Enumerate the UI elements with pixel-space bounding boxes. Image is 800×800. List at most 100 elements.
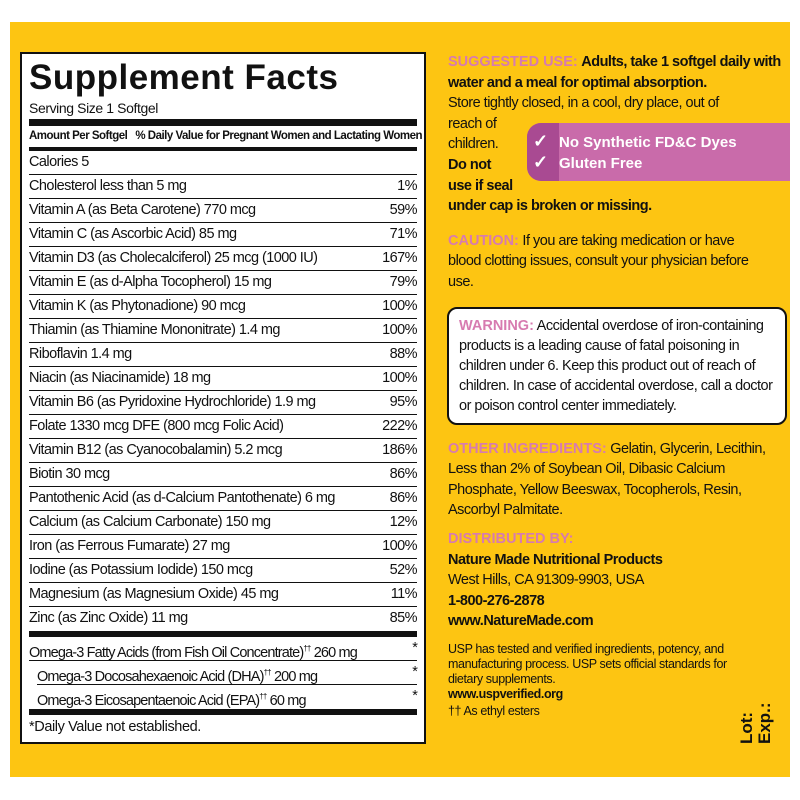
nutrient-row: Vitamin E (as d-Alpha Tocopherol) 15 mg 7… <box>29 271 418 295</box>
nutrient-row: Thiamin (as Thiamine Mononitrate) 1.4 mg… <box>29 319 418 343</box>
nutrient-dv: 11% <box>390 586 418 602</box>
omega-row: Omega-3 Fatty Acids (from Fish Oil Conce… <box>29 637 418 661</box>
nutrient-dv: 59% <box>389 202 418 218</box>
caution-text: If you are taking medication or have blo… <box>448 232 749 290</box>
usp-statement: USP has tested and verified ingredients,… <box>448 642 731 719</box>
usp-text: USP has tested and verified ingredients,… <box>448 641 727 686</box>
nutrient-name: Niacin (as Niacinamide) 18 mg <box>29 370 211 386</box>
nutrient-dv: 79% <box>389 274 418 290</box>
divider <box>29 119 417 126</box>
nutrient-dv: 52% <box>389 562 418 578</box>
storage-text: Store tightly closed, in a cool, dry pla… <box>448 95 719 112</box>
nutrient-row: Niacin (as Niacinamide) 18 mg 100% <box>29 367 418 391</box>
suggested-use-label: SUGGESTED USE: <box>448 54 578 70</box>
nutrient-dv: 100% <box>382 370 417 386</box>
claim-item: ✓ Gluten Free <box>533 152 642 174</box>
nutrient-name: Vitamin K (as Phytonadione) 90 mcg <box>29 298 246 314</box>
nutrient-dv: 86% <box>389 490 418 506</box>
nutrient-dv: 88% <box>389 346 418 362</box>
omega-amount: 260 mg <box>313 644 358 661</box>
warning-box: WARNING: Accidental overdose of iron-con… <box>447 306 787 425</box>
nutrient-dv: 71% <box>389 226 418 242</box>
storage-text-2: reach of <box>448 115 497 132</box>
nutrient-dv: 12% <box>389 514 418 530</box>
omega-dv: * <box>412 640 418 656</box>
phone: 1-800-276-2878 <box>448 592 545 609</box>
omega-amount: 60 mg <box>269 692 307 709</box>
nutrient-dv: 100% <box>382 538 417 554</box>
claim-text: No Synthetic FD&C Dyes <box>559 134 737 152</box>
website-link[interactable]: www.NatureMade.com <box>448 613 594 630</box>
calories-row: Calories 5 <box>29 151 417 175</box>
nutrient-row: Vitamin C (as Ascorbic Acid) 85 mg 71% <box>29 223 418 247</box>
check-icon: ✓ <box>533 152 549 173</box>
nutrient-row: Vitamin B12 (as Cyanocobalamin) 5.2 mcg 1… <box>29 439 418 463</box>
nutrient-row: Iodine (as Potassium Iodide) 150 mcg 52% <box>29 559 418 583</box>
nutrient-name: Vitamin E (as d-Alpha Tocopherol) 15 mg <box>29 274 272 290</box>
nutrient-row: Vitamin A (as Beta Carotene) 770 mcg 59% <box>29 199 418 223</box>
nutrient-name: Vitamin B12 (as Cyanocobalamin) 5.2 mcg <box>29 442 283 458</box>
caution-label: CAUTION: <box>448 232 519 249</box>
seal-warning-1: Do not <box>448 156 491 173</box>
other-ingredients: OTHER INGREDIENTS: Gelatin, Glycerin, Le… <box>448 439 788 521</box>
omega-label: Omega-3 Eicosapentaenoic Acid (EPA) <box>37 692 260 709</box>
lot-exp: Lot: Exp.: <box>737 702 774 744</box>
omega-row: Omega-3 Eicosapentaenoic Acid (EPA)†† 60… <box>37 685 418 709</box>
omega-name: Omega-3 Fatty Acids (from Fish Oil Conce… <box>29 637 358 661</box>
suggested-use: SUGGESTED USE: Adults, take 1 softgel da… <box>448 52 788 93</box>
nutrient-row: Riboflavin 1.4 mg 88% <box>29 343 418 367</box>
nutrient-dv: 95% <box>389 394 418 410</box>
nutrient-name: Calcium (as Calcium Carbonate) 150 mg <box>29 514 271 530</box>
company-name: Nature Made Nutritional Products <box>448 551 663 568</box>
facts-header: Amount Per Softgel % Daily Value for Preg… <box>29 126 423 147</box>
nutrient-name: Vitamin A (as Beta Carotene) 770 mcg <box>29 202 256 218</box>
nutrient-dv: 100% <box>382 298 417 314</box>
claim-text: Gluten Free <box>559 155 643 173</box>
nutrient-name: Cholesterol less than 5 mg <box>29 178 187 194</box>
dv-header: % Daily Value for Pregnant Women and Lac… <box>135 130 423 142</box>
seal-warning-3: under cap is broken or missing. <box>448 198 652 215</box>
dagger-mark: †† <box>303 644 311 653</box>
distributor-label: DISTRIBUTED BY: <box>448 530 574 547</box>
warning-label: WARNING: <box>459 317 534 334</box>
nutrient-dv: 86% <box>389 466 418 482</box>
omega-name: Omega-3 Eicosapentaenoic Acid (EPA)†† 60… <box>37 685 307 709</box>
nutrient-name: Zinc (as Zinc Oxide) 11 mg <box>29 610 188 626</box>
claims-badge: ✓ No Synthetic FD&C Dyes ✓ Gluten Free <box>527 123 790 182</box>
nutrient-name: Magnesium (as Magnesium Oxide) 45 mg <box>29 586 279 602</box>
other-ingredients-label: OTHER INGREDIENTS: <box>448 440 607 457</box>
nutrient-dv: 186% <box>382 442 417 458</box>
nutrient-name: Iodine (as Potassium Iodide) 150 mcg <box>29 562 253 578</box>
nutrient-name: Vitamin D3 (as Cholecalciferol) 25 mcg (… <box>29 250 318 266</box>
nutrient-dv: 100% <box>382 322 417 338</box>
omega-row: Omega-3 Docosahexaenoic Acid (DHA)†† 200… <box>37 661 418 685</box>
facts-title: Supplement Facts <box>29 58 339 97</box>
badge-strip <box>527 123 559 182</box>
seal-warning-2: use if seal <box>448 177 513 194</box>
divider <box>29 147 417 151</box>
nutrient-row: Vitamin B6 (as Pyridoxine Hydrochloride)… <box>29 391 418 415</box>
distributor: DISTRIBUTED BY: Nature Made Nutritional … <box>448 529 788 632</box>
serving-size: Serving Size 1 Softgel <box>29 100 158 116</box>
warning-text: Accidental overdose of iron-containing p… <box>459 317 773 414</box>
right-column: SUGGESTED USE: Adults, take 1 softgel da… <box>447 52 790 719</box>
dagger-mark: †† <box>259 692 267 701</box>
omega-label: Omega-3 Fatty Acids (from Fish Oil Conce… <box>29 644 304 661</box>
divider <box>29 709 417 715</box>
nutrient-name: Iron (as Ferrous Fumarate) 27 mg <box>29 538 230 554</box>
storage-text-3: children. <box>448 136 499 153</box>
nutrient-dv: 1% <box>397 178 417 194</box>
usp-website-link[interactable]: www.uspverified.org <box>448 686 563 701</box>
claim-item: ✓ No Synthetic FD&C Dyes <box>533 131 737 153</box>
omega-name: Omega-3 Docosahexaenoic Acid (DHA)†† 200… <box>37 661 318 685</box>
caution: CAUTION: If you are taking medication or… <box>448 231 753 293</box>
calories: Calories 5 <box>29 154 89 170</box>
amount-header: Amount Per Softgel <box>29 130 128 142</box>
address: West Hills, CA 91309-9903, USA <box>448 572 644 589</box>
nutrient-dv: 167% <box>382 250 417 266</box>
suggested-use-text: Adults, take 1 softgel daily with water … <box>448 54 781 91</box>
omega-dv: * <box>412 688 418 704</box>
nutrient-row: Pantothenic Acid (as d-Calcium Pantothen… <box>29 487 418 511</box>
nutrient-row: Vitamin K (as Phytonadione) 90 mcg 100% <box>29 295 418 319</box>
nutrient-name: Folate 1330 mcg DFE (800 mcg Folic Acid) <box>29 418 284 434</box>
